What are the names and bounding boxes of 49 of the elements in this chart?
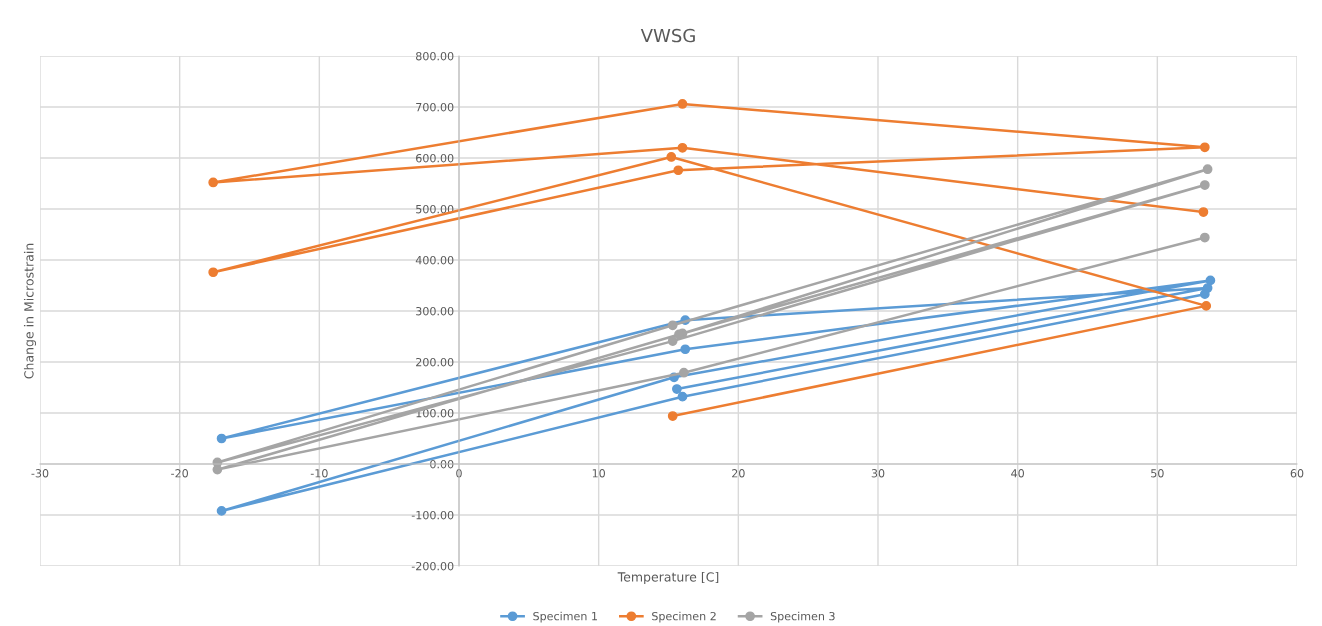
point xyxy=(667,320,678,331)
x-tick-label: 60 xyxy=(1290,469,1304,478)
point xyxy=(1199,232,1210,243)
y-axis-title: Change in Microstrain xyxy=(23,243,37,379)
y-tick-label: 500.00 xyxy=(416,204,454,214)
point xyxy=(667,411,678,421)
point xyxy=(680,344,691,355)
chart-title: VWSG xyxy=(640,28,695,43)
point xyxy=(216,506,227,516)
legend-label: Specimen 2 xyxy=(652,611,716,623)
legend-label: Specimen 3 xyxy=(770,611,835,623)
x-tick-label: -30 xyxy=(31,469,49,478)
point xyxy=(1202,164,1213,175)
y-tick-label: 400.00 xyxy=(415,255,454,265)
point xyxy=(216,433,227,444)
point xyxy=(208,177,219,188)
x-tick-label: 50 xyxy=(1151,469,1164,478)
y-tick-label: 200.00 xyxy=(416,357,454,367)
y-tick-label: -100.00 xyxy=(411,510,454,520)
point xyxy=(1199,180,1210,190)
y-tick-label: 300.00 xyxy=(416,306,454,316)
point xyxy=(208,267,219,278)
y-tick-label: 800.00 xyxy=(416,51,454,61)
x-tick-label: 20 xyxy=(732,469,745,478)
point xyxy=(679,367,689,378)
point xyxy=(677,391,688,402)
point xyxy=(672,384,682,394)
point xyxy=(1198,207,1209,217)
point xyxy=(677,142,688,153)
x-tick-label: 30 xyxy=(871,469,885,478)
x-tick-label: 40 xyxy=(1011,469,1024,478)
x-tick-label: -10 xyxy=(310,469,328,478)
y-tick-label: 0.00 xyxy=(430,459,454,469)
point xyxy=(1199,142,1210,153)
y-tick-label: 600.00 xyxy=(416,153,454,163)
y-tick-label: -200.00 xyxy=(411,561,454,571)
x-axis-title: Temperature [C] xyxy=(617,571,719,585)
point xyxy=(1201,301,1212,311)
x-tick-label: -20 xyxy=(171,469,188,478)
point xyxy=(677,99,688,109)
x-tick-label: 0 xyxy=(456,469,462,478)
point xyxy=(1199,289,1210,300)
point xyxy=(666,152,677,162)
point xyxy=(673,165,684,176)
point xyxy=(1205,275,1216,286)
x-tick-label: 10 xyxy=(592,469,605,478)
point xyxy=(667,336,678,346)
y-tick-label: 700.00 xyxy=(416,102,454,112)
legend-label: Specimen 1 xyxy=(533,611,597,623)
